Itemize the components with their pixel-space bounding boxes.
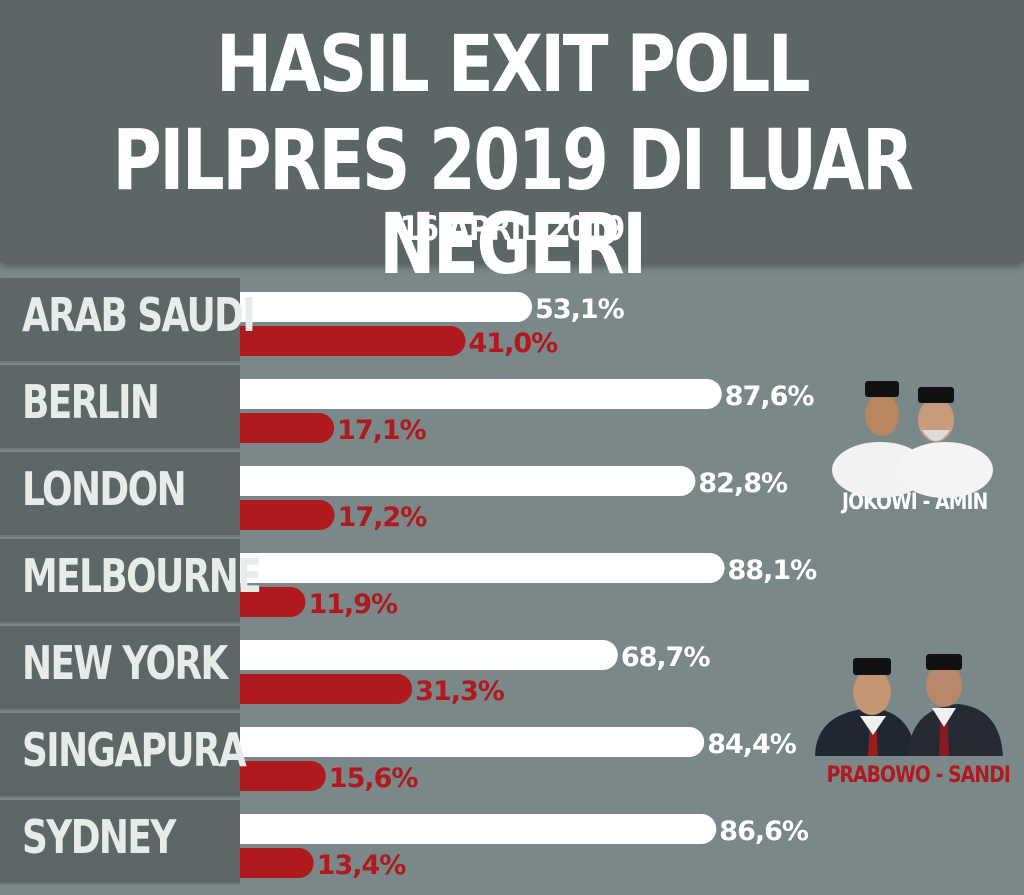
category-label: SYDNEY bbox=[22, 810, 176, 864]
value-label-jokowi-amin-1: 87,6% bbox=[725, 381, 815, 412]
category-label: ARAB SAUDI bbox=[22, 288, 256, 342]
value-label-prabowo-sandi-6: 13,4% bbox=[317, 850, 407, 881]
title-line-1: HASIL EXIT POLL bbox=[215, 20, 811, 110]
bar-jokowi-amin-4 bbox=[220, 640, 618, 670]
row-melbourne: MELBOURNE bbox=[0, 539, 262, 624]
category-label: SINGAPURA bbox=[22, 723, 247, 777]
date-subtitle: 16 APRIL 2019 bbox=[399, 209, 626, 249]
legend-label-prabowo-sandi: PRABOWO - SANDI bbox=[826, 763, 1011, 788]
value-label-jokowi-amin-0: 53,1% bbox=[535, 294, 625, 325]
row-berlin: BERLIN bbox=[0, 365, 240, 450]
value-label-jokowi-amin-3: 88,1% bbox=[728, 555, 818, 586]
value-label-jokowi-amin-6: 86,6% bbox=[719, 816, 809, 847]
bar-jokowi-amin-3 bbox=[220, 553, 725, 583]
value-label-jokowi-amin-2: 82,8% bbox=[698, 468, 788, 499]
value-label-prabowo-sandi-2: 17,2% bbox=[338, 502, 428, 533]
category-label: LONDON bbox=[22, 462, 187, 516]
value-label-jokowi-amin-4: 68,7% bbox=[621, 642, 711, 673]
value-label-prabowo-sandi-1: 17,1% bbox=[337, 415, 427, 446]
bar-jokowi-amin-0 bbox=[220, 292, 533, 322]
bar-prabowo-sandi-4 bbox=[220, 674, 413, 704]
category-label: MELBOURNE bbox=[22, 549, 262, 603]
value-label-prabowo-sandi-0: 41,0% bbox=[469, 328, 559, 359]
bar-jokowi-amin-2 bbox=[220, 466, 696, 496]
bar-prabowo-sandi-5 bbox=[220, 761, 326, 791]
header: HASIL EXIT POLL PILPRES 2019 DI LUAR NEG… bbox=[0, 0, 1024, 286]
title-line-2: PILPRES 2019 DI LUAR NEGERI bbox=[112, 111, 913, 293]
value-label-prabowo-sandi-3: 11,9% bbox=[308, 589, 398, 620]
bar-prabowo-sandi-6 bbox=[220, 848, 314, 878]
category-label: NEW YORK bbox=[22, 636, 228, 690]
bar-prabowo-sandi-2 bbox=[220, 500, 335, 530]
jokowi-amin-portrait-icon bbox=[832, 381, 993, 498]
bar-jokowi-amin-1 bbox=[220, 379, 722, 409]
row-singapura: SINGAPURA bbox=[0, 713, 247, 798]
bar-prabowo-sandi-1 bbox=[220, 413, 335, 443]
bar-jokowi-amin-5 bbox=[220, 727, 705, 757]
bar-prabowo-sandi-3 bbox=[220, 587, 306, 617]
row-london: LONDON bbox=[0, 452, 240, 537]
bar-jokowi-amin-6 bbox=[220, 814, 717, 844]
row-arab-saudi: ARAB SAUDI bbox=[0, 278, 256, 363]
prabowo-sandi-portrait-icon bbox=[815, 654, 1003, 756]
value-label-jokowi-amin-5: 84,4% bbox=[707, 729, 797, 760]
value-label-prabowo-sandi-4: 31,3% bbox=[415, 676, 505, 707]
row-sydney: SYDNEY bbox=[0, 800, 240, 885]
value-label-prabowo-sandi-5: 15,6% bbox=[329, 763, 419, 794]
category-label: BERLIN bbox=[22, 375, 160, 429]
bar-prabowo-sandi-0 bbox=[220, 326, 466, 356]
row-new-york: NEW YORK bbox=[0, 626, 240, 711]
